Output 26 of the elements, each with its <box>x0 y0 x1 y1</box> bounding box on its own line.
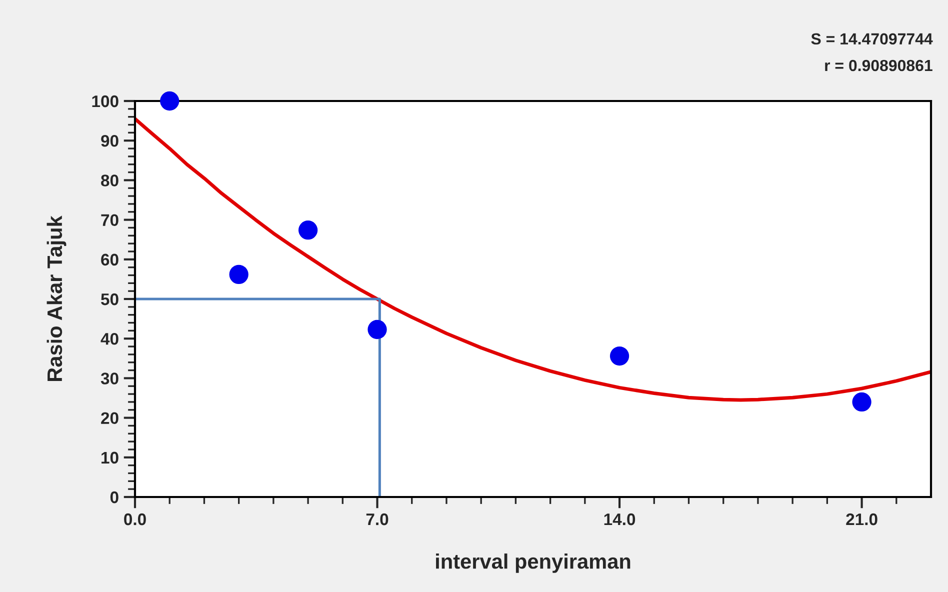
y-axis-title: Rasio Akar Tajuk <box>46 216 66 381</box>
y-tick-label: 30 <box>100 372 118 384</box>
point <box>229 264 248 284</box>
y-tick-label: 90 <box>101 135 118 147</box>
y-tick-label: 0 <box>110 491 118 504</box>
y-tick-label: 10 <box>102 452 118 464</box>
y-tick-label: 20 <box>101 412 118 424</box>
y-tick-label: 80 <box>101 174 118 186</box>
line-series <box>135 117 931 402</box>
x-tick-label: 14.0 <box>604 513 636 526</box>
x-tick-label: 7.0 <box>366 513 388 526</box>
x-axis-title: interval penyiraman <box>436 554 630 573</box>
point <box>368 320 387 340</box>
text: S = 14.47097744 <box>811 33 933 45</box>
point <box>852 392 872 412</box>
x-tick-label: 21.0 <box>846 513 878 526</box>
y-tick-label: 70 <box>101 214 118 226</box>
y-tick-label: 50 <box>101 293 118 306</box>
point <box>160 91 180 111</box>
point <box>610 346 630 366</box>
y-tick-label: 40 <box>100 333 118 345</box>
y-tick-label: 100 <box>92 95 118 108</box>
text: r = 0.90890861 <box>825 60 932 72</box>
y-tick-label: 60 <box>101 254 118 266</box>
point <box>298 220 318 240</box>
x-tick-label: 0.0 <box>124 513 146 526</box>
